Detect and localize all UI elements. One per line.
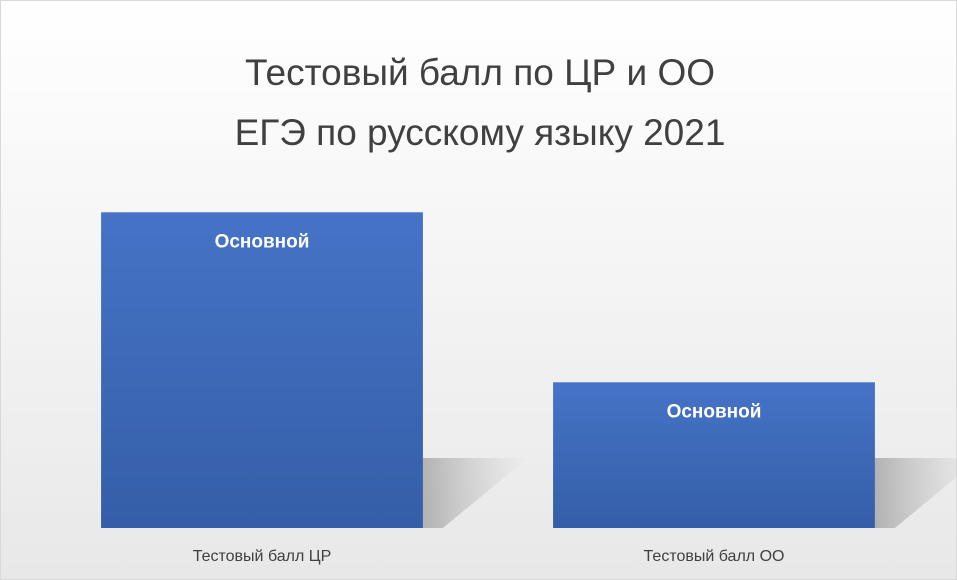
data-label: Основной xyxy=(667,401,762,422)
chart-title: ЕГЭ по русскому языку 2021 xyxy=(235,112,726,153)
bar-shadow xyxy=(422,458,528,528)
bar xyxy=(101,212,423,529)
bar xyxy=(553,382,875,528)
chart-title: Тестовый балл по ЦР и ОО xyxy=(245,52,715,93)
x-tick-label: Тестовый балл ЦР xyxy=(193,548,332,565)
data-label: Основной xyxy=(215,231,310,252)
bar-shadow xyxy=(874,458,957,528)
x-tick-label: Тестовый балл ОО xyxy=(644,548,785,565)
